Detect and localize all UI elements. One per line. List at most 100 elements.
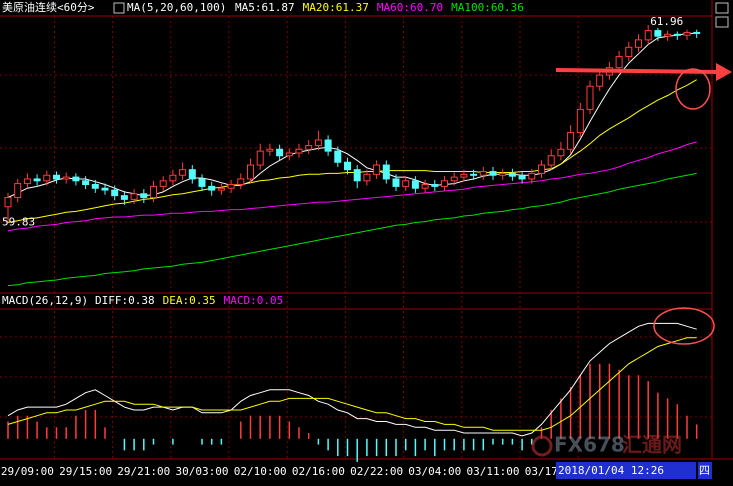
line [7, 337, 697, 431]
line [7, 79, 697, 223]
candle-body [285, 152, 293, 157]
candle-body [441, 180, 448, 187]
weekday-label: 四 [699, 464, 710, 477]
x-tick-label: 02/22:00 [350, 465, 403, 478]
candle-body [402, 180, 410, 187]
candle-body [188, 169, 196, 180]
candle-body [4, 196, 12, 208]
candle-body [198, 178, 206, 187]
chart-title: 美原油连续<60分> [2, 0, 95, 14]
candle-body [518, 175, 526, 180]
candle-body [411, 180, 419, 189]
watermark: FX678 [554, 433, 625, 457]
indicator-title: MA(5,20,60,100) [127, 1, 226, 14]
window-button[interactable] [715, 16, 729, 28]
candle-body [130, 193, 138, 200]
indicator-icon[interactable] [113, 2, 125, 14]
candle-body [557, 148, 565, 157]
high-label: 61.96 [650, 15, 683, 28]
candle-body [654, 30, 662, 37]
candle-body [353, 169, 361, 182]
candle-body [266, 148, 274, 152]
legend-entry: MA60:60.70 [377, 1, 443, 14]
x-tick-label: 30/03:00 [176, 465, 229, 478]
cursor-label: 2018/01/04 12:26 [558, 464, 664, 477]
candle-body [179, 169, 187, 176]
x-tick-label: 29/21:00 [117, 465, 170, 478]
candle-body [256, 150, 264, 166]
candle-body [14, 183, 22, 198]
candle-body [596, 74, 604, 87]
candle-body [208, 185, 216, 191]
candle-body [683, 31, 691, 36]
candle-body [382, 164, 390, 180]
candle-body [169, 174, 177, 182]
candle-body [120, 195, 128, 200]
macd-title: MACD(26,12,9) [2, 294, 88, 307]
x-tick-label: 03/11:00 [467, 465, 520, 478]
candle-body [489, 171, 497, 176]
candle-body [615, 56, 623, 69]
candle-body [111, 189, 119, 197]
candle-body [421, 184, 429, 189]
candle-body [43, 174, 51, 182]
candle-body [72, 176, 80, 182]
x-tick-label: 03/04:00 [408, 465, 461, 478]
low-label: 59.83 [2, 216, 35, 229]
legend-entry: DEA:0.35 [163, 294, 216, 307]
arrow-head [716, 63, 732, 81]
candle-body [392, 178, 400, 187]
candle-body [247, 164, 254, 180]
arrow [555, 68, 719, 74]
line [7, 32, 697, 198]
highlight-circle [675, 68, 711, 110]
candle-body [159, 180, 167, 187]
candle-body [479, 171, 487, 176]
candle-body [625, 46, 633, 58]
candle-body [363, 173, 371, 182]
candle-body [295, 148, 303, 154]
candle-body [450, 176, 458, 182]
candle-body [314, 139, 322, 147]
candle-body [276, 148, 284, 157]
vertical-grid [53, 16, 579, 459]
candle-body [567, 132, 575, 150]
legend-entry: MA5:61.87 [235, 1, 295, 14]
x-tick-label: 02/16:00 [292, 465, 345, 478]
x-tick-label: 29/15:00 [59, 465, 112, 478]
watermark: 汇通网 [622, 433, 682, 457]
candle-body [460, 173, 468, 178]
candle-body [538, 164, 545, 174]
legend-entry: DIFF:0.38 [95, 294, 155, 307]
candle-body [470, 173, 478, 176]
candle-body [140, 193, 148, 198]
candle-body [150, 185, 157, 198]
candle-body [334, 150, 342, 163]
legend-entry: MA20:61.37 [303, 1, 369, 14]
candle-body [644, 30, 652, 41]
cursor-box [556, 462, 696, 479]
window-button[interactable] [715, 2, 729, 14]
highlight-circle [653, 307, 715, 345]
candle-body [237, 178, 245, 186]
candle-body [305, 145, 313, 150]
candle-body [528, 172, 536, 180]
candle-body [23, 178, 31, 185]
candle-body [693, 31, 701, 34]
candle-body [673, 33, 681, 36]
candle-body [373, 164, 381, 175]
line [7, 322, 697, 437]
candle-body [324, 139, 332, 152]
x-tick-label: 29/09:00 [1, 465, 54, 478]
candle-body [431, 184, 439, 187]
candle-body [508, 172, 516, 177]
candle-body [664, 33, 672, 37]
candle-body [499, 172, 507, 176]
candle-body [33, 178, 41, 182]
candle-body [576, 108, 584, 134]
candle-body [635, 39, 642, 48]
candle-body [217, 187, 225, 191]
candle-body [547, 155, 555, 166]
legend-entry: MACD:0.05 [224, 294, 284, 307]
